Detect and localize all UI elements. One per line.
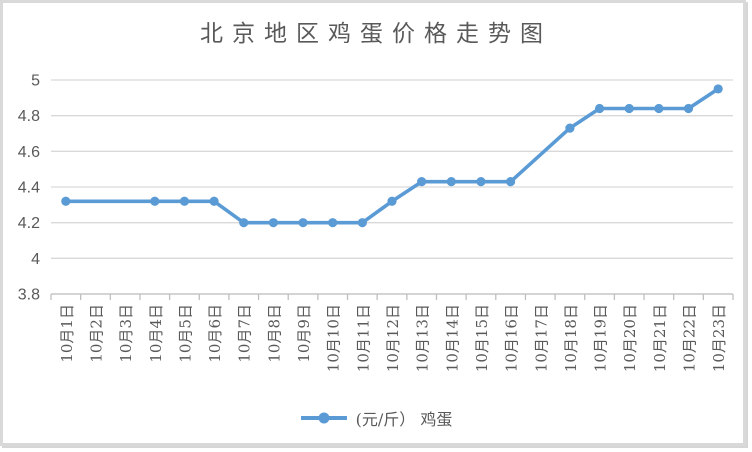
svg-text:10月17日: 10月17日 xyxy=(532,304,550,372)
legend-label: (元/斤） 鸡蛋 xyxy=(355,410,453,429)
svg-text:10月19日: 10月19日 xyxy=(592,304,610,372)
svg-text:10月13日: 10月13日 xyxy=(414,304,432,372)
svg-text:4.2: 4.2 xyxy=(18,215,40,232)
svg-text:10月12日: 10月12日 xyxy=(384,304,402,372)
svg-text:10月6日: 10月6日 xyxy=(206,304,224,363)
svg-text:4.8: 4.8 xyxy=(18,108,40,125)
svg-text:10月4日: 10月4日 xyxy=(147,304,165,363)
svg-text:4.4: 4.4 xyxy=(18,180,40,197)
series-line xyxy=(64,87,720,225)
legend-line-marker-icon xyxy=(300,412,347,424)
svg-text:5: 5 xyxy=(31,73,40,90)
svg-text:10月23日: 10月23日 xyxy=(710,304,728,372)
svg-text:10月15日: 10月15日 xyxy=(473,304,491,372)
svg-text:10月21日: 10月21日 xyxy=(651,304,669,372)
svg-text:4: 4 xyxy=(31,251,40,268)
series-markers xyxy=(61,84,723,228)
x-axis-labels: 10月1日 10月2日 10月3日 10月4日 10月5日 10月6日 10月7日 10月8日… xyxy=(58,304,728,372)
legend: (元/斤） 鸡蛋 xyxy=(0,405,752,431)
svg-text:10月9日: 10月9日 xyxy=(295,304,313,363)
svg-text:10月1日: 10月1日 xyxy=(58,304,76,363)
svg-text:10月2日: 10月2日 xyxy=(87,304,105,363)
svg-text:10月5日: 10月5日 xyxy=(176,304,194,363)
svg-text:10月11日: 10月11日 xyxy=(354,304,372,372)
y-axis-labels: 5 4.8 4.6 4.4 4.2 4 3.8 xyxy=(18,73,40,304)
svg-text:10月7日: 10月7日 xyxy=(236,304,254,363)
svg-text:10月10日: 10月10日 xyxy=(325,304,343,372)
svg-text:10月20日: 10月20日 xyxy=(621,304,639,372)
svg-text:10月8日: 10月8日 xyxy=(265,304,283,363)
x-axis xyxy=(50,293,734,300)
svg-text:10月14日: 10月14日 xyxy=(443,304,461,372)
svg-text:4.6: 4.6 xyxy=(18,144,40,161)
svg-text:10月3日: 10月3日 xyxy=(117,304,135,363)
svg-text:10月22日: 10月22日 xyxy=(681,304,699,372)
svg-text:10月18日: 10月18日 xyxy=(562,304,580,372)
svg-text:10月16日: 10月16日 xyxy=(503,304,521,372)
chart-title: 北京地区鸡蛋价格走势图 xyxy=(200,21,552,47)
svg-text:3.8: 3.8 xyxy=(18,287,40,304)
